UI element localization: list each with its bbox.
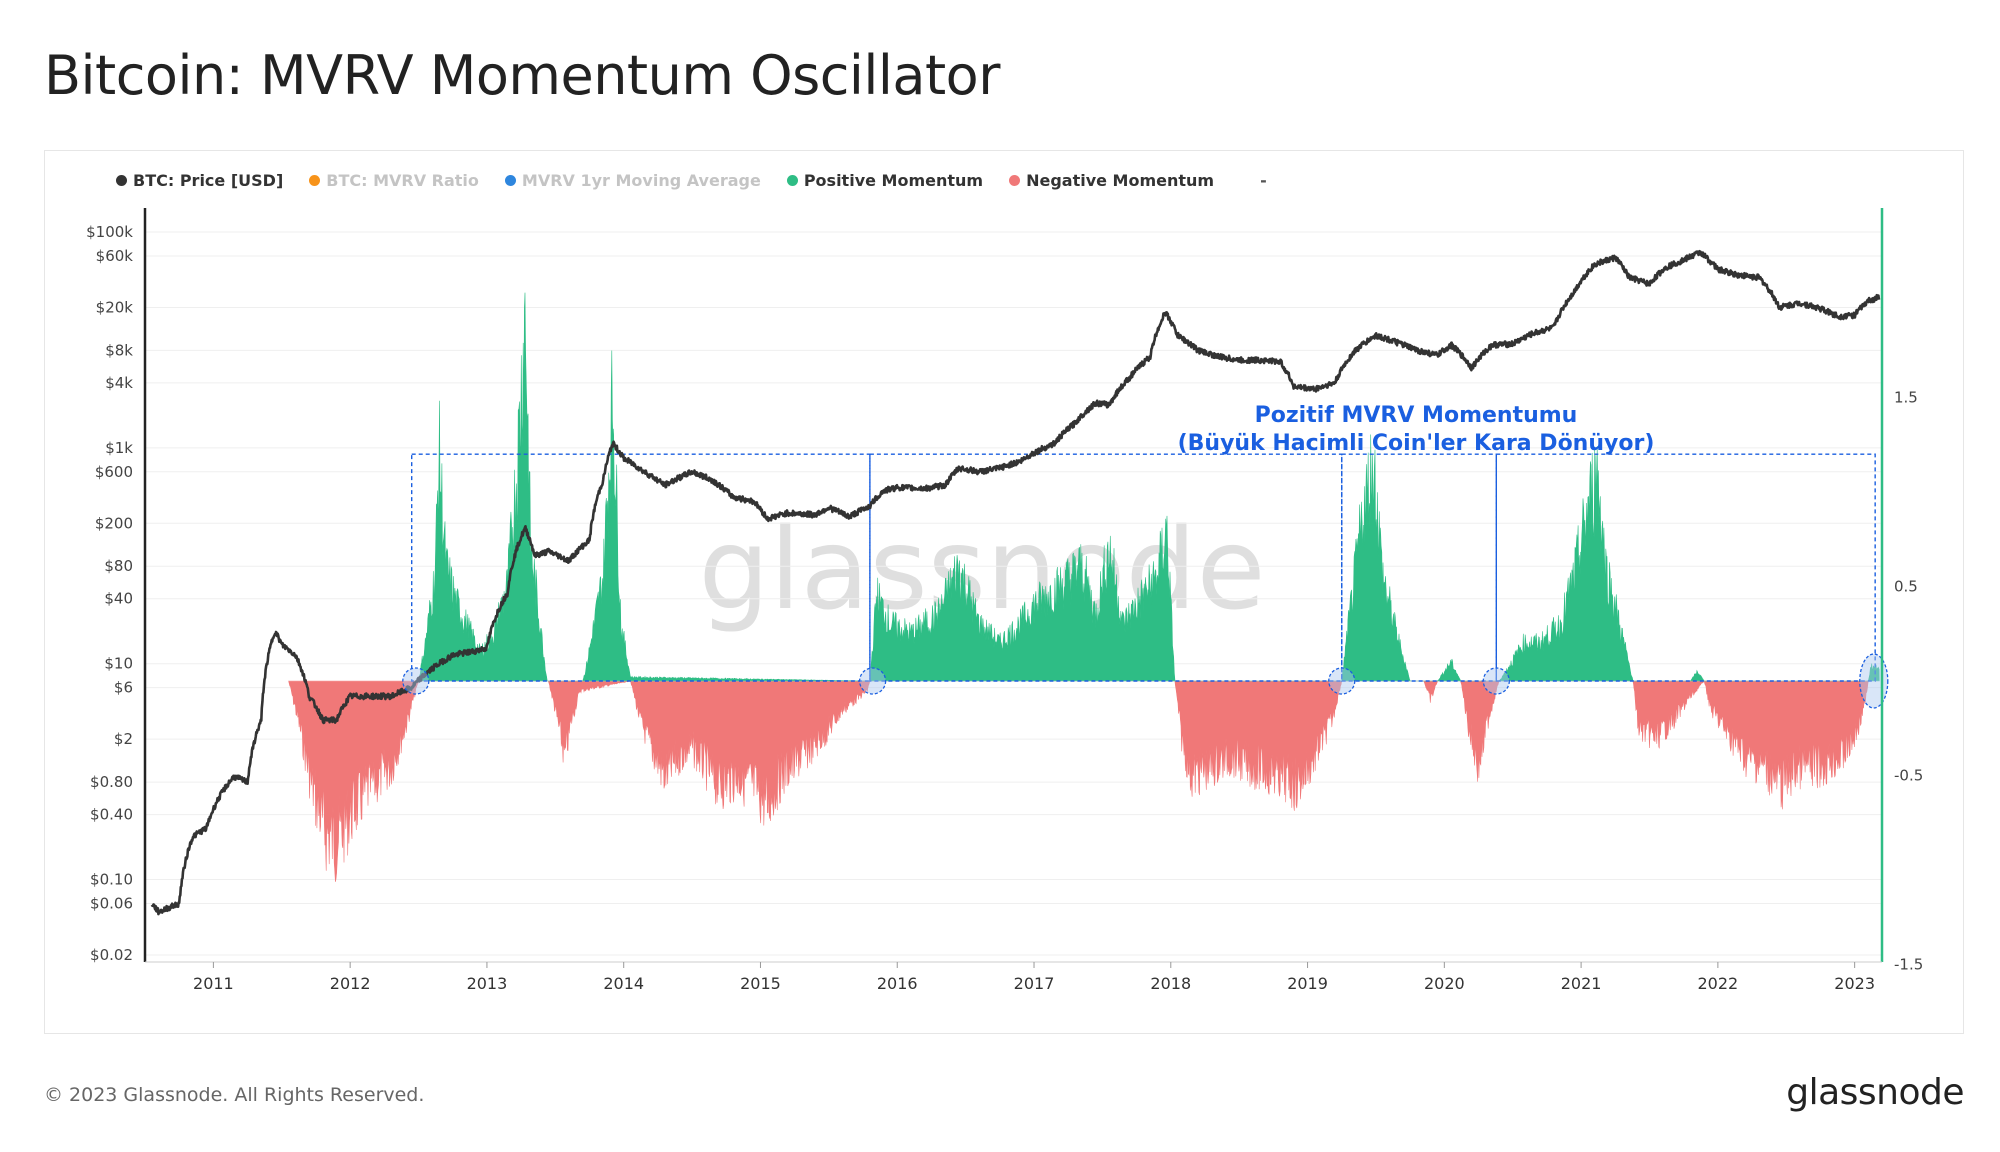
y-right-tick-label: 1.5: [1894, 389, 1918, 407]
positive-momentum-area: [418, 292, 1880, 682]
y-left-tick-label: $4k: [105, 374, 133, 392]
x-tick-label: 2017: [1014, 974, 1055, 993]
y-left-tick-label: $0.02: [90, 946, 133, 964]
y-left-tick-label: $0.40: [90, 806, 133, 824]
y-right-tick-label: -1.5: [1894, 956, 1923, 974]
x-tick-label: 2021: [1561, 974, 1602, 993]
y-left-tick-label: $60k: [96, 247, 134, 265]
x-tick-label: 2023: [1834, 974, 1875, 993]
legend-dot-icon: [1009, 174, 1021, 186]
chart-annotation: Pozitif MVRV Momentumu (Büyük Hacimli Co…: [1178, 403, 1655, 456]
y-left-tick-label: $6: [114, 679, 133, 697]
chart-legend: BTC: Price [USD] BTC: MVRV Ratio MVRV 1yr …: [116, 168, 1267, 192]
legend-dot-icon: [116, 174, 127, 186]
highlight-box: [1495, 453, 1876, 682]
annotation-line-1: Pozitif MVRV Momentumu: [1255, 403, 1578, 428]
legend-label: BTC: MVRV Ratio: [326, 170, 479, 190]
price-line-group: [150, 249, 1881, 916]
negative-momentum-area: [288, 680, 1869, 882]
highlight-box: [869, 453, 1343, 682]
y-left-tick-label: $100k: [86, 223, 133, 241]
x-tick-label: 2022: [1698, 974, 1739, 993]
y-left-tick-label: $20k: [96, 298, 134, 316]
y-left-tick-label: $0.10: [90, 871, 133, 889]
crossover-circle: [858, 667, 887, 695]
legend-label: BTC: Price [USD]: [133, 170, 284, 190]
x-tick-label: 2015: [740, 974, 781, 993]
chart-frame: [44, 150, 1964, 1034]
legend-item-1[interactable]: BTC: MVRV Ratio: [309, 171, 479, 190]
crossover-circle: [402, 667, 430, 695]
annotation-line-2: (Büyük Hacimli Coin'ler Kara Dönüyor): [1178, 431, 1655, 456]
y-left-tick-label: $0.06: [90, 895, 133, 913]
highlight-boxes: [411, 453, 1876, 682]
legend-item-2[interactable]: MVRV 1yr Moving Average: [504, 170, 761, 190]
legend-item-0[interactable]: BTC: Price [USD]: [116, 171, 283, 190]
y-left-tick-label: $2: [114, 730, 133, 748]
x-tick-label: 2018: [1150, 974, 1191, 993]
y-left-tick-label: $600: [95, 463, 133, 481]
legend-label: MVRV 1yr Moving Average: [521, 170, 761, 190]
legend-item-4[interactable]: Negative Momentum: [1009, 171, 1214, 190]
legend-item-3[interactable]: Positive Momentum: [786, 170, 984, 190]
y-left-tick-label: $8k: [105, 341, 133, 359]
highlight-box: [1341, 453, 1498, 682]
legend-dot-icon: [786, 174, 798, 186]
page-title: Bitcoin: MVRV Momentum Oscillator: [44, 44, 1000, 107]
legend-label: Positive Momentum: [803, 170, 984, 190]
y-left-tick-label: $1k: [105, 439, 133, 457]
crossover-circle: [1482, 667, 1510, 695]
footer-logo[interactable]: glassnode: [1786, 1072, 1964, 1113]
y-left-tick-label: $40: [104, 590, 133, 608]
y-left-tick-label: $0.80: [90, 773, 133, 791]
y-right-tick-label: 0.5: [1894, 578, 1918, 596]
legend-dot-icon: [504, 174, 516, 186]
footer-copyright: © 2023 Glassnode. All Rights Reserved.: [44, 1084, 425, 1106]
y-left-tick-label: $10: [104, 655, 133, 673]
legend-dot-icon: [309, 174, 321, 186]
legend-label: Negative Momentum: [1026, 170, 1215, 190]
y-left-tick-label: $80: [104, 557, 133, 575]
x-tick-label: 2020: [1424, 974, 1465, 993]
x-tick-label: 2016: [877, 974, 918, 993]
y-right-tick-label: -0.5: [1894, 767, 1923, 785]
y-left-tick-label: $200: [95, 514, 133, 532]
x-tick-label: 2013: [467, 974, 508, 993]
x-tick-label: 2019: [1287, 974, 1328, 993]
crossover-circle: [1859, 653, 1889, 709]
x-tick-label: 2014: [603, 974, 644, 993]
crossover-circle: [1328, 667, 1356, 695]
chart-axes: $100k $60k $20k $8k $4k $1k $600 $200 $80 $40 $10 $…: [86, 208, 1923, 993]
x-tick-label: 2011: [193, 974, 234, 993]
x-tick-label: 2012: [330, 974, 371, 993]
highlight-box: [411, 453, 871, 682]
legend-trailing-dash: -: [1260, 170, 1267, 190]
price-line: [150, 249, 1881, 916]
